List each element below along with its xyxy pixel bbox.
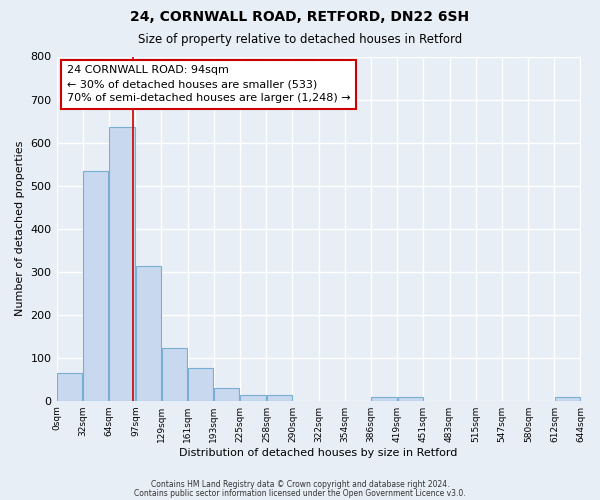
Text: Contains HM Land Registry data © Crown copyright and database right 2024.: Contains HM Land Registry data © Crown c… — [151, 480, 449, 489]
X-axis label: Distribution of detached houses by size in Retford: Distribution of detached houses by size … — [179, 448, 458, 458]
Y-axis label: Number of detached properties: Number of detached properties — [15, 141, 25, 316]
Bar — [214, 388, 239, 400]
Bar — [554, 398, 580, 400]
Bar — [57, 372, 82, 400]
Text: 24 CORNWALL ROAD: 94sqm
← 30% of detached houses are smaller (533)
70% of semi-d: 24 CORNWALL ROAD: 94sqm ← 30% of detache… — [67, 65, 350, 103]
Text: Contains public sector information licensed under the Open Government Licence v3: Contains public sector information licen… — [134, 488, 466, 498]
Bar — [188, 368, 214, 400]
Bar — [240, 395, 266, 400]
Bar — [83, 172, 109, 400]
Text: Size of property relative to detached houses in Retford: Size of property relative to detached ho… — [138, 32, 462, 46]
Bar — [161, 348, 187, 401]
Bar — [109, 128, 135, 400]
Bar — [266, 395, 292, 400]
Text: 24, CORNWALL ROAD, RETFORD, DN22 6SH: 24, CORNWALL ROAD, RETFORD, DN22 6SH — [130, 10, 470, 24]
Bar — [371, 398, 397, 400]
Bar — [398, 398, 423, 400]
Bar — [136, 266, 161, 400]
